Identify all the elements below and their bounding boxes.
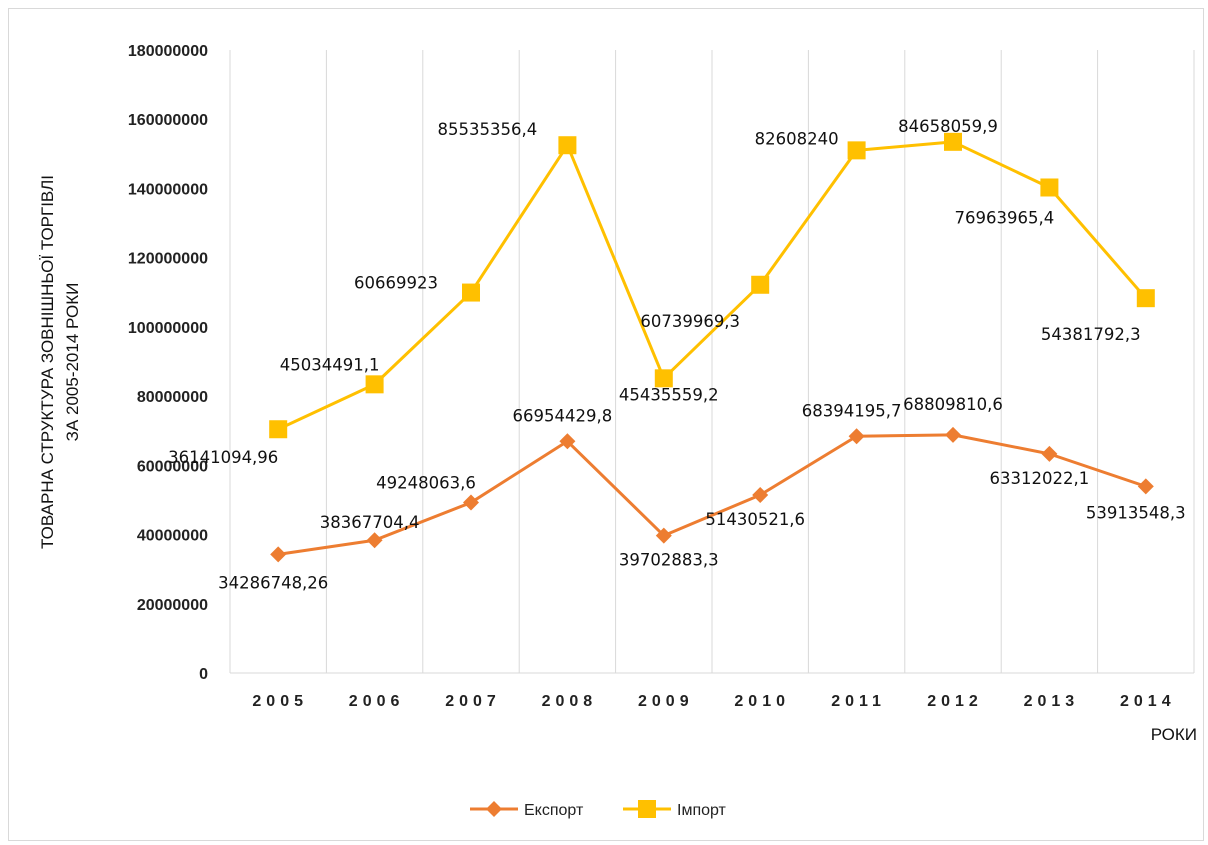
square-marker xyxy=(654,369,673,388)
y-axis-title-line-1: ТОВАРНА СТРУКТУРА ЗОВНІШНЬОЇ ТОРГІВЛІ xyxy=(38,175,57,549)
y-tick-label: 160000000 xyxy=(128,112,208,129)
y-tick-label: 120000000 xyxy=(128,251,208,268)
vertical-gridlines xyxy=(229,50,1195,673)
y-tick-label: 0 xyxy=(199,666,208,683)
data-label: 82608240 xyxy=(755,129,839,148)
y-axis-title-line-2: ЗА 2005-2014 РОКИ xyxy=(63,283,82,442)
diamond-marker xyxy=(752,486,769,503)
x-tick-label: 2009 xyxy=(638,693,694,710)
x-tick-label: 2012 xyxy=(927,693,983,710)
diamond-marker xyxy=(366,532,383,549)
y-tick-label: 20000000 xyxy=(137,597,208,614)
square-marker xyxy=(1136,289,1155,308)
data-label: 68394195,7 xyxy=(802,401,902,420)
y-tick-label: 180000000 xyxy=(128,43,208,60)
data-label: 76963965,4 xyxy=(955,208,1055,227)
y-tick-label: 100000000 xyxy=(128,320,208,337)
diamond-marker xyxy=(1041,445,1058,462)
diamond-marker xyxy=(1137,478,1154,495)
diamond-marker xyxy=(486,801,502,817)
legend: Експорт Імпорт xyxy=(470,800,727,819)
data-labels: 34286748,26 38367704,4 49248063,6 66954429,… xyxy=(168,117,1186,592)
diamond-marker xyxy=(270,546,287,563)
x-tick-label: 2005 xyxy=(252,693,308,710)
y-tick-label: 40000000 xyxy=(137,528,208,545)
data-label: 85535356,4 xyxy=(438,120,538,139)
data-label: 36141094,96 xyxy=(168,448,278,467)
chart-frame xyxy=(8,8,1204,841)
x-tick-label: 2006 xyxy=(349,693,405,710)
data-label: 66954429,8 xyxy=(513,406,613,425)
diamond-marker xyxy=(463,494,479,511)
square-marker xyxy=(365,375,384,394)
square-marker xyxy=(751,275,770,294)
square-marker xyxy=(847,141,866,160)
data-label: 49248063,6 xyxy=(376,474,476,493)
x-tick-label: 2010 xyxy=(734,693,790,710)
diamond-marker xyxy=(848,428,865,445)
square-marker xyxy=(944,132,962,151)
diamond-marker xyxy=(559,433,576,450)
legend-label: Експорт xyxy=(524,802,584,819)
x-axis-title: РОКИ xyxy=(1151,725,1197,744)
legend-label: Імпорт xyxy=(677,802,727,819)
data-label: 68809810,6 xyxy=(903,395,1003,414)
square-marker xyxy=(1040,178,1059,197)
y-tick-label: 140000000 xyxy=(128,181,208,198)
x-tick-label: 2008 xyxy=(542,693,598,710)
square-marker xyxy=(558,136,577,155)
y-tick-label: 60000000 xyxy=(137,458,208,475)
data-label: 53913548,3 xyxy=(1086,503,1186,522)
diamond-marker xyxy=(945,426,961,443)
square-marker xyxy=(638,800,656,818)
y-tick-label: 80000000 xyxy=(137,389,208,406)
data-label: 38367704,4 xyxy=(320,513,420,532)
x-tick-label: 2007 xyxy=(445,693,501,710)
x-axis-ticks: 2005 2006 2007 2008 2009 2010 2011 2012 2013 2014 xyxy=(252,693,1176,710)
data-label: 39702883,3 xyxy=(619,551,719,570)
data-label: 45435559,2 xyxy=(619,385,719,404)
x-tick-label: 2014 xyxy=(1120,693,1176,710)
y-axis-ticks: 0 20000000 40000000 60000000 80000000 1000000… xyxy=(128,43,208,683)
data-label: 54381792,3 xyxy=(1041,325,1141,344)
data-label: 63312022,1 xyxy=(990,469,1090,488)
series-line xyxy=(277,140,1147,431)
series-group xyxy=(269,132,1155,563)
data-label: 84658059,9 xyxy=(898,117,998,136)
data-label: 45034491,1 xyxy=(280,355,380,374)
x-tick-label: 2011 xyxy=(831,693,886,710)
data-label: 34286748,26 xyxy=(218,573,328,592)
series-line xyxy=(277,433,1147,556)
data-label: 60669923 xyxy=(354,274,438,293)
x-tick-label: 2013 xyxy=(1024,693,1080,710)
data-label: 60739969,3 xyxy=(640,312,740,331)
diamond-marker xyxy=(655,527,672,544)
data-label: 51430521,6 xyxy=(705,510,805,529)
square-marker xyxy=(462,283,480,302)
square-marker xyxy=(269,420,288,439)
